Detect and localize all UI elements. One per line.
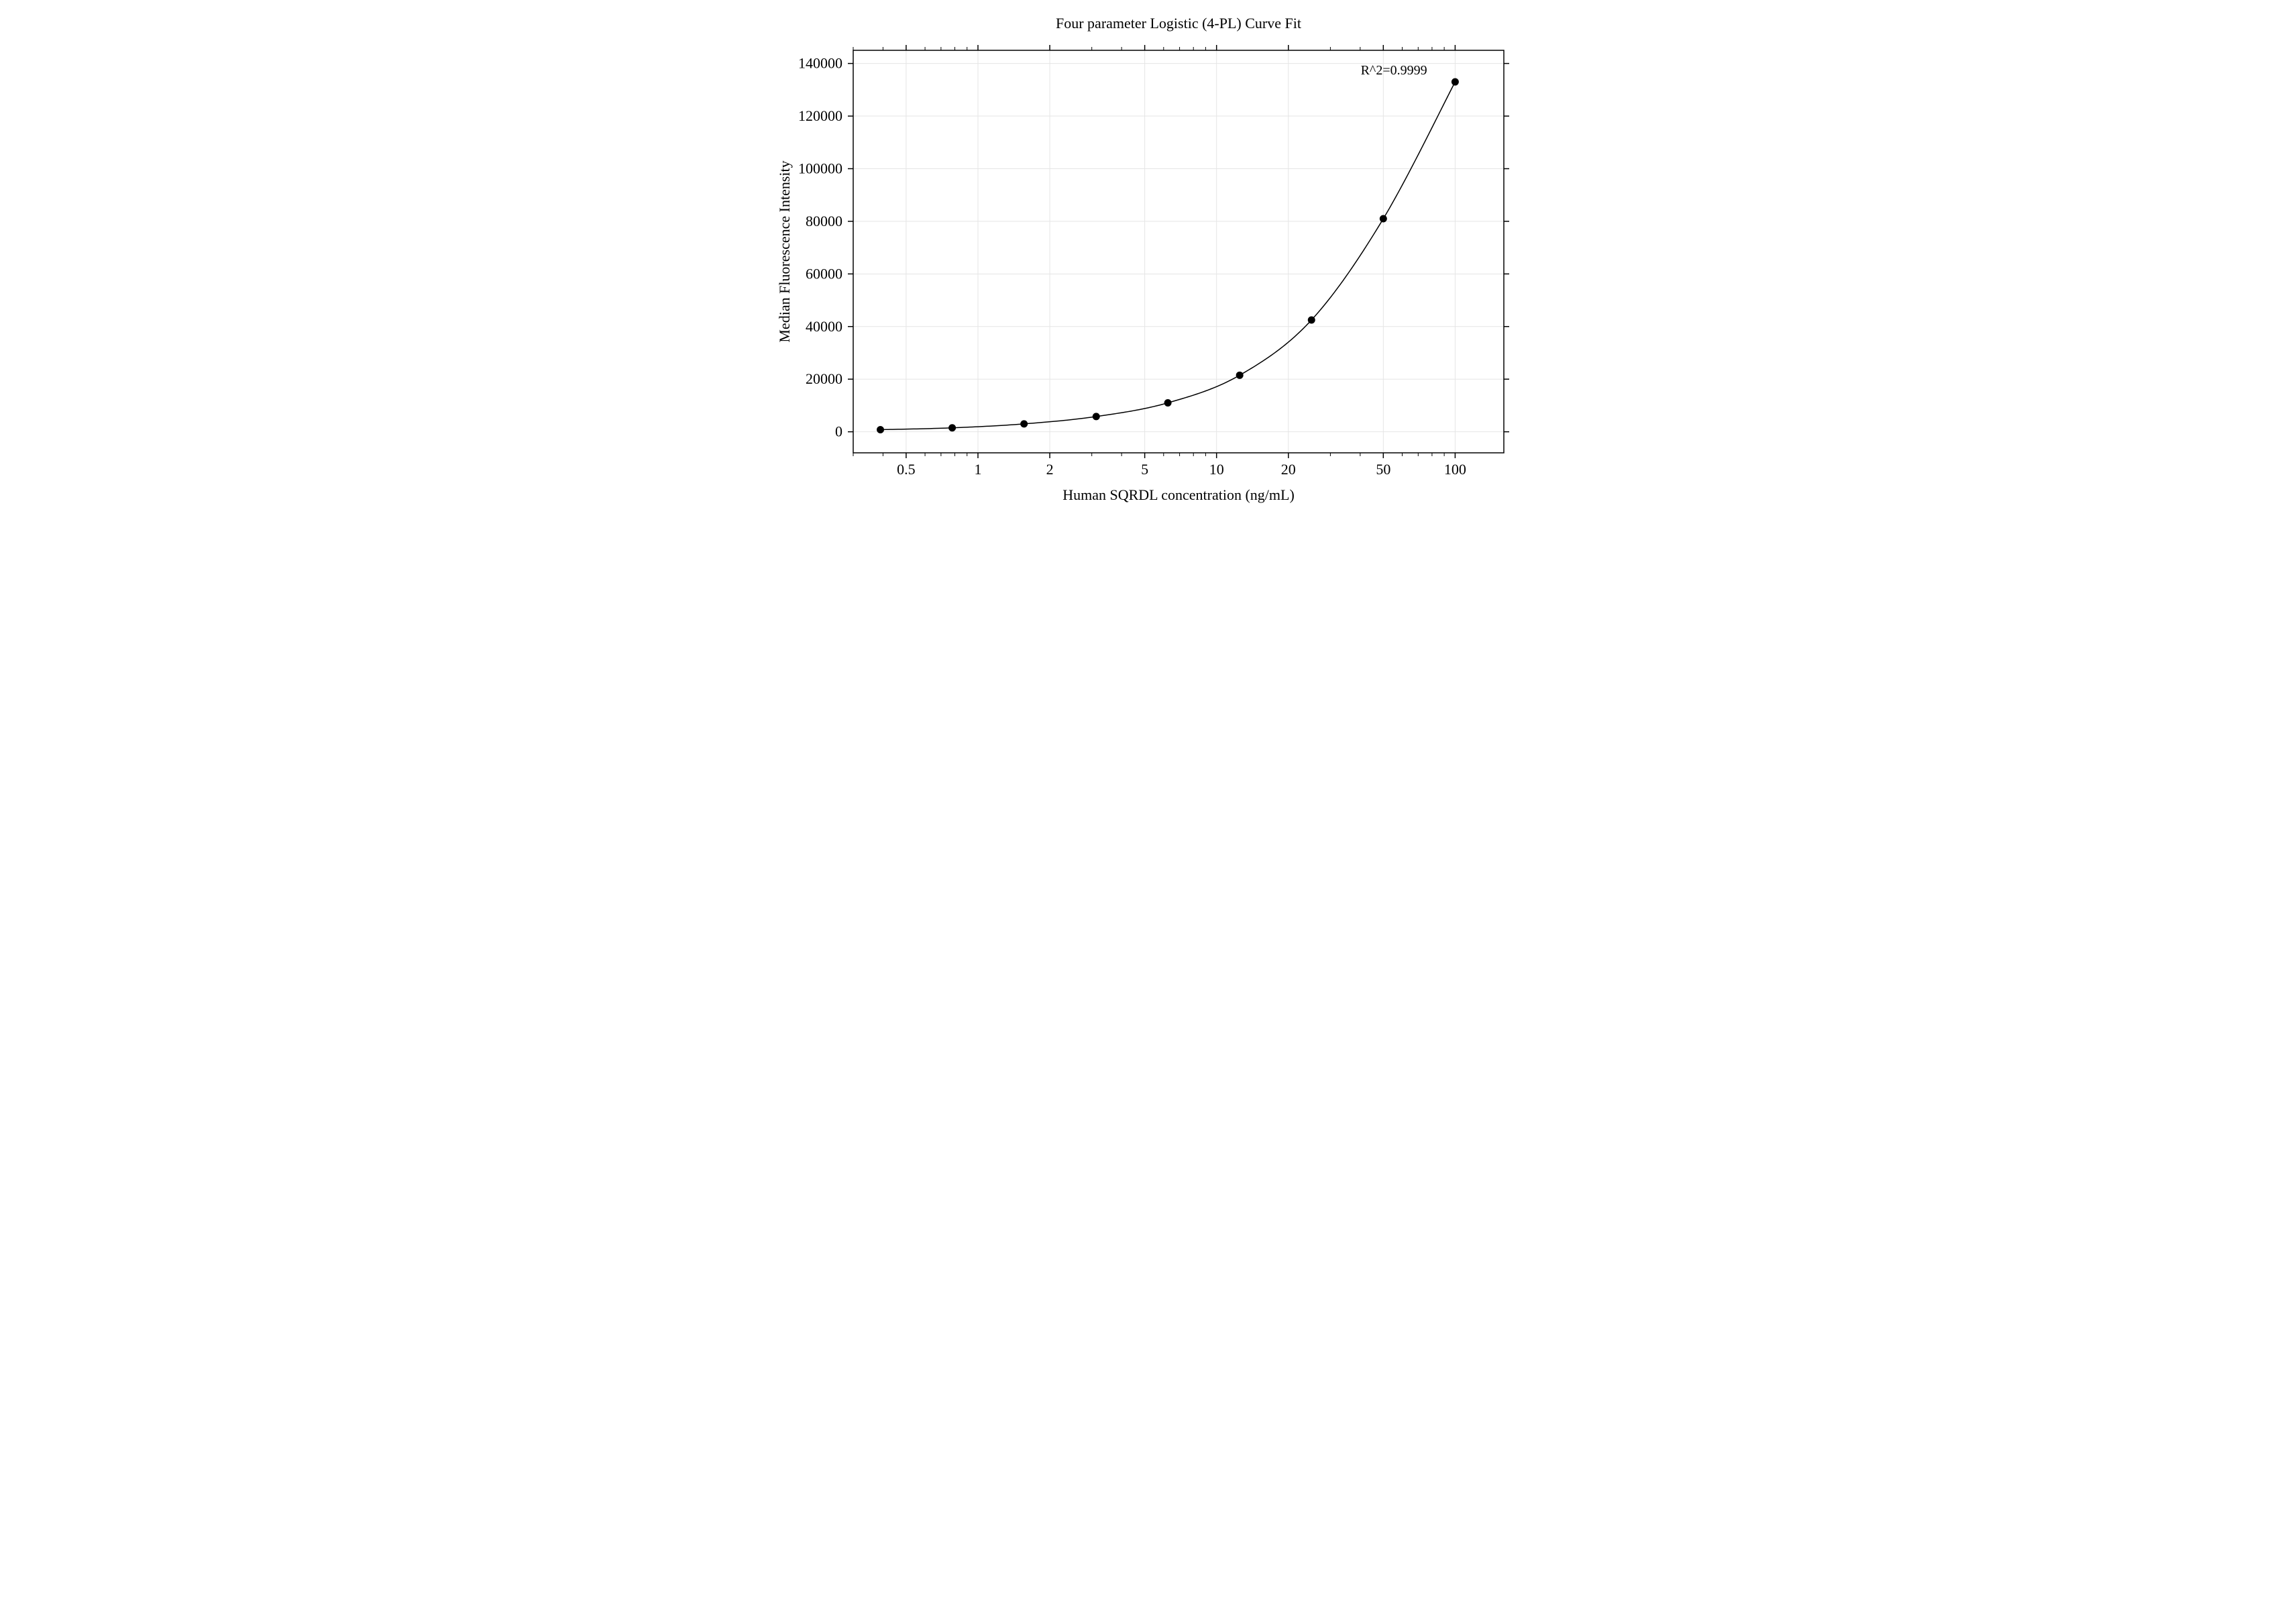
- chart-background: [746, 0, 1551, 562]
- y-tick-label: 40000: [806, 318, 842, 335]
- y-tick-label: 140000: [798, 55, 842, 72]
- y-tick-label: 0: [835, 423, 842, 440]
- y-tick-label: 20000: [806, 370, 842, 387]
- data-point: [1379, 215, 1386, 222]
- data-point: [1164, 399, 1171, 407]
- x-tick-label: 10: [1209, 461, 1223, 478]
- x-axis-label: Human SQRDL concentration (ng/mL): [1062, 486, 1295, 503]
- x-tick-label: 0.5: [897, 461, 916, 478]
- x-tick-label: 50: [1376, 461, 1390, 478]
- data-point: [1307, 316, 1315, 323]
- x-tick-label: 5: [1141, 461, 1148, 478]
- chart-svg: 0.5 1 2 5 10 20 50 100 0 20000 40000 60000 80000 1000…: [746, 0, 1551, 562]
- x-tick-label: 20: [1280, 461, 1295, 478]
- x-tick-label: 100: [1443, 461, 1466, 478]
- y-axis-label: Median Fluorescence Intensity: [776, 160, 793, 342]
- data-point: [1236, 372, 1243, 379]
- chart-title: Four parameter Logistic (4-PL) Curve Fit: [1056, 15, 1301, 32]
- x-tick-label: 2: [1046, 461, 1053, 478]
- x-tick-label: 1: [974, 461, 981, 478]
- chart-container: 0.5 1 2 5 10 20 50 100 0 20000 40000 60000 80000 1000…: [746, 0, 1551, 562]
- data-point: [1020, 420, 1028, 427]
- y-tick-label: 100000: [798, 160, 842, 176]
- data-point: [948, 424, 956, 431]
- y-tick-label: 120000: [798, 107, 842, 124]
- y-tick-label: 60000: [806, 265, 842, 282]
- r-squared-annotation: R^2=0.9999: [1360, 63, 1427, 78]
- data-point: [1092, 413, 1099, 420]
- y-tick-label: 80000: [806, 213, 842, 229]
- data-point: [877, 426, 884, 433]
- data-point: [1451, 78, 1458, 86]
